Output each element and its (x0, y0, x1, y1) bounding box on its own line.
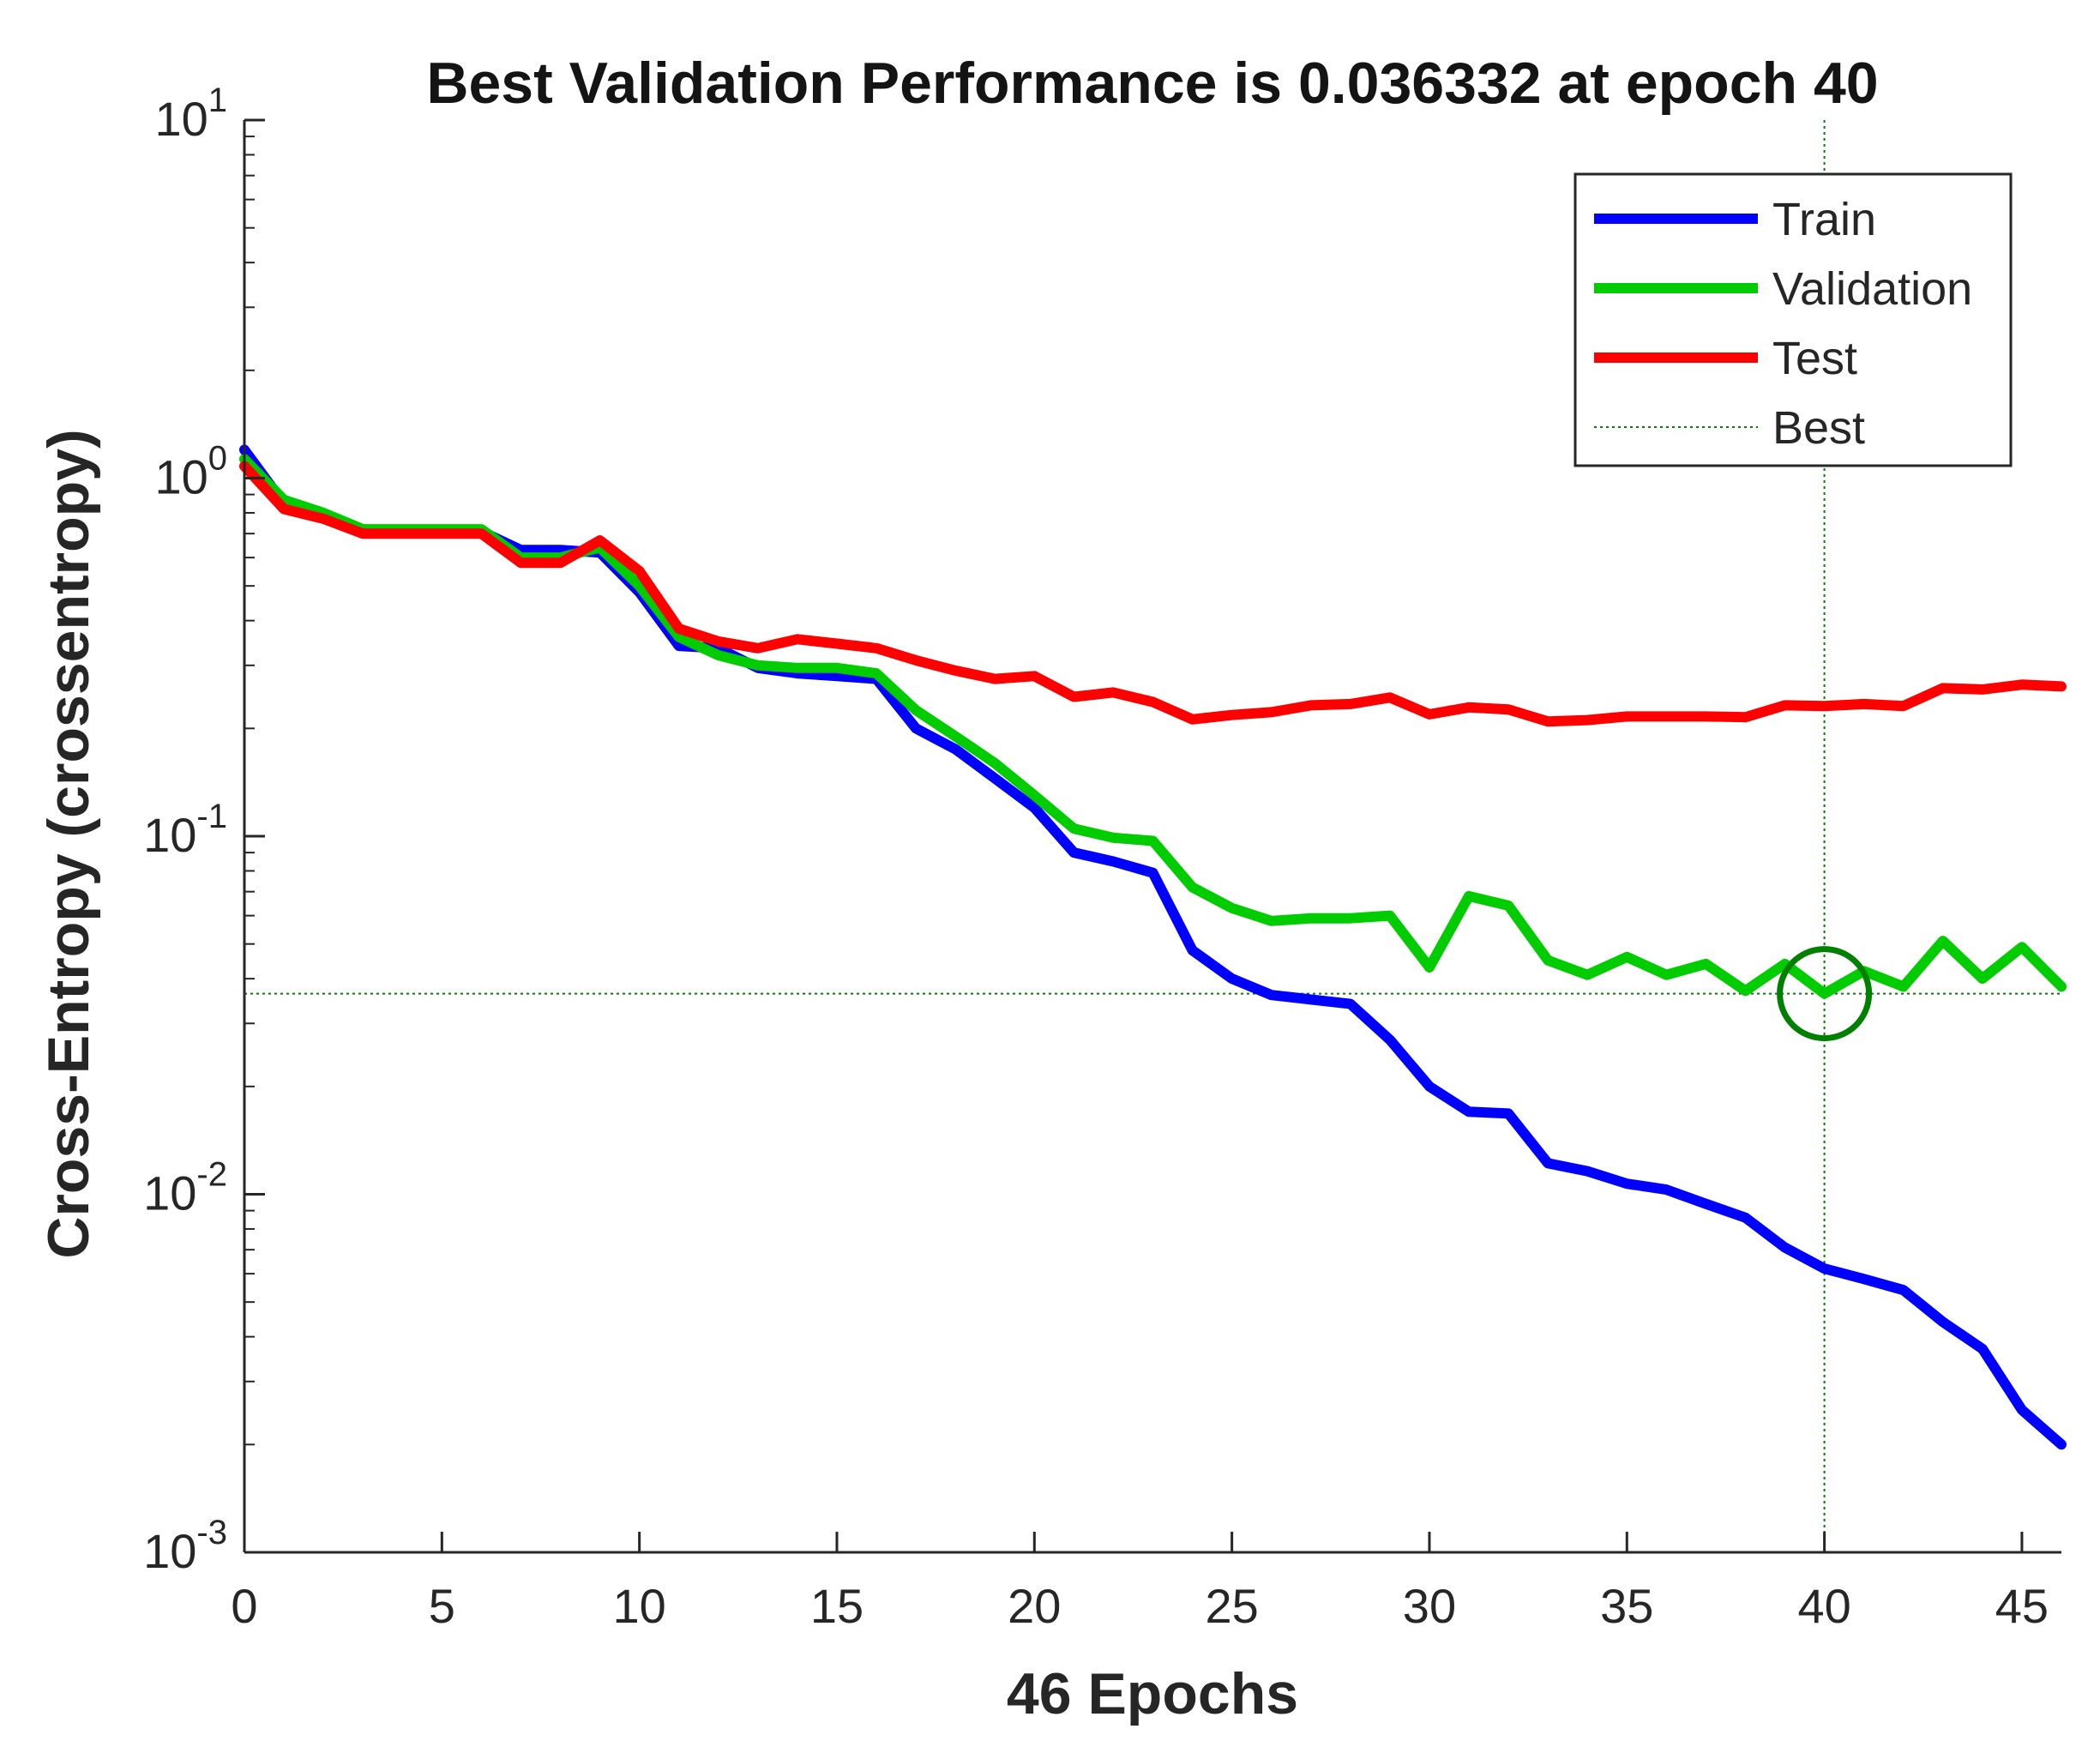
legend-label-best: Best (1772, 402, 1865, 454)
x-tick-label: 40 (1797, 1579, 1850, 1633)
series-line-validation (239, 454, 2067, 999)
series-line-train (239, 444, 2067, 1450)
x-tick-label: 30 (1403, 1579, 1456, 1633)
y-tick-label: 100 (154, 440, 227, 504)
x-axis-label: 46 Epochs (1007, 1661, 1298, 1726)
x-tick-label: 20 (1008, 1579, 1061, 1633)
axes: 0 5 10 15 20 25 30 35 40 45 101 100 10-1 10-2 10-3 (143, 81, 2061, 1633)
legend-label-train: Train (1772, 194, 1876, 245)
y-tick-label: 10-3 (143, 1514, 227, 1578)
legend-label-test: Test (1772, 333, 1857, 384)
x-tick-label: 15 (810, 1579, 863, 1633)
x-tick-label: 5 (429, 1579, 455, 1633)
x-tick-label: 10 (613, 1579, 666, 1633)
y-tick-label: 10-2 (143, 1156, 227, 1220)
chart-title: Best Validation Performance is 0.036332 … (426, 51, 1878, 116)
best-point-marker (1777, 946, 1873, 1042)
series-line-test (239, 461, 2067, 727)
y-axis-label: Cross-Entropy (crossentropy) (36, 429, 101, 1258)
x-tick-label: 45 (1995, 1579, 2049, 1633)
x-tick-label: 25 (1205, 1579, 1258, 1633)
x-tick-label: 0 (231, 1579, 257, 1633)
y-tick-label: 10-1 (143, 798, 227, 862)
legend-label-validation: Validation (1772, 263, 1972, 315)
legend: Train Validation Test Best (1573, 172, 2013, 467)
series-layer (239, 120, 2067, 1552)
y-tick-label: 101 (154, 81, 227, 146)
x-tick-label: 35 (1600, 1579, 1653, 1633)
